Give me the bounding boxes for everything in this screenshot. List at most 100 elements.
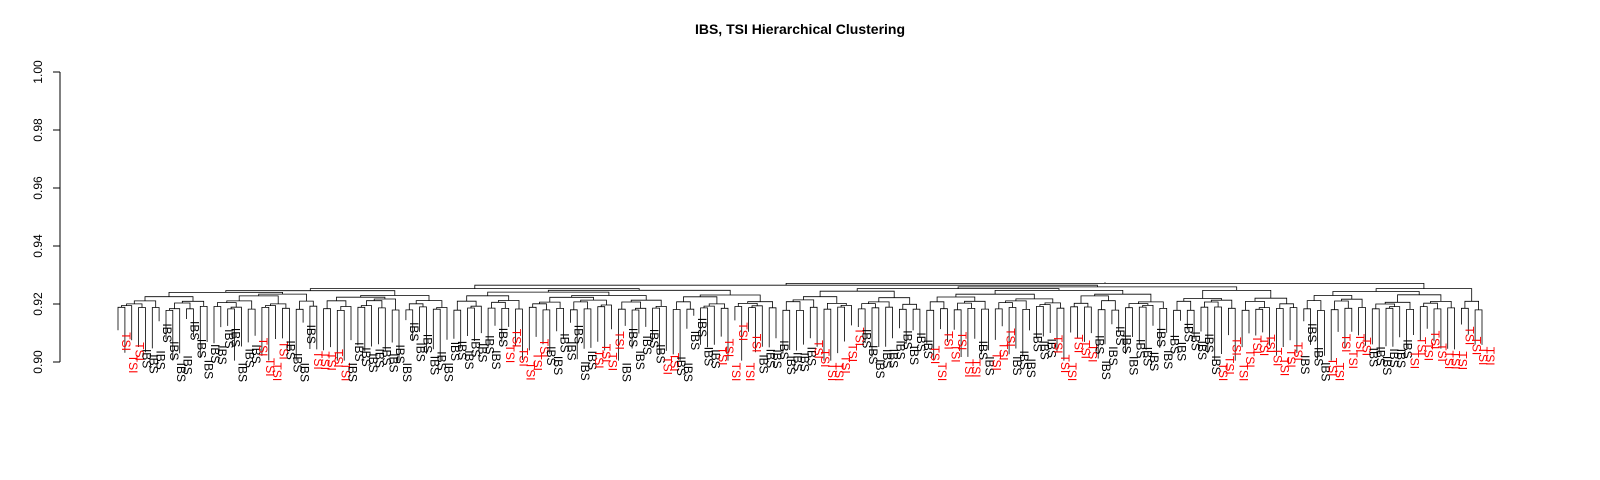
dendrogram-branch bbox=[827, 303, 847, 310]
leaf-label: IBS bbox=[407, 322, 421, 341]
leaf-label: TSI bbox=[1325, 358, 1339, 377]
dendrogram-branch bbox=[885, 306, 893, 347]
leaf-label: IBS bbox=[174, 363, 188, 382]
leaf-label: TSI bbox=[1079, 340, 1093, 359]
leaf-label: IBS bbox=[469, 338, 483, 357]
leaf-label: IBS bbox=[455, 341, 469, 360]
dendrogram-branch bbox=[1330, 309, 1339, 361]
leaf-label: IBS bbox=[146, 354, 160, 373]
leaf-label: IBS bbox=[654, 344, 668, 363]
leaf-label: IBS bbox=[284, 340, 298, 359]
dendrogram-branch bbox=[768, 307, 777, 348]
leaf-label: IBS bbox=[791, 352, 805, 371]
leaf-label: IBS bbox=[1312, 347, 1326, 366]
leaf-label: TSI bbox=[928, 346, 942, 365]
dendrogram-branch bbox=[270, 303, 287, 309]
leaf-label: IBS bbox=[222, 329, 236, 348]
dendrogram-branch bbox=[213, 306, 222, 344]
leaf-label: IBS bbox=[784, 355, 798, 374]
leaf-label: IBS bbox=[1031, 332, 1045, 351]
leaf-label: IBS bbox=[208, 344, 222, 363]
leaf-label: TSI bbox=[1216, 363, 1230, 382]
leaf-label: TSI bbox=[1051, 335, 1065, 354]
leaf-label: TSI bbox=[1462, 327, 1476, 346]
leaf-label: TSI bbox=[736, 322, 750, 341]
dendrogram-tree bbox=[117, 282, 1483, 361]
leaf-label: IBS bbox=[140, 349, 154, 368]
leaf-label: TSI bbox=[750, 334, 764, 353]
leaf-label: IBS bbox=[709, 349, 723, 368]
dendrogram-branch bbox=[528, 306, 537, 351]
leaf-label: TSI bbox=[1346, 350, 1360, 369]
leaf-label: IBS bbox=[1175, 342, 1189, 361]
leaf-label: TSI bbox=[1003, 328, 1017, 347]
dendrogram-branch bbox=[539, 301, 561, 309]
dendrogram-branch bbox=[181, 300, 205, 307]
dendrogram-branch bbox=[323, 308, 331, 351]
dendrogram-branch bbox=[258, 293, 307, 302]
leaf-label: IBS bbox=[756, 354, 770, 373]
leaf-label: IBS bbox=[1318, 362, 1332, 381]
dendrogram-branch bbox=[470, 305, 482, 334]
leaf-label: IBS bbox=[414, 342, 428, 361]
y-tick-label: 0.94 bbox=[31, 234, 45, 258]
leaf-label: IBS bbox=[1188, 331, 1202, 350]
leaf-label: IBS bbox=[290, 353, 304, 372]
dendrogram-branch bbox=[792, 299, 815, 308]
leaf-label: TSI bbox=[1353, 334, 1367, 353]
dendrogram-branch bbox=[1385, 307, 1394, 347]
leaf-label: IBS bbox=[393, 344, 407, 363]
leaf-label: TSI bbox=[715, 347, 729, 366]
leaf-label: IBS bbox=[249, 344, 263, 363]
leaf-label: IBS bbox=[153, 350, 167, 369]
leaf-label: TSI bbox=[1222, 356, 1236, 375]
leaf-label: IBS bbox=[304, 325, 318, 344]
leaf-label: IBS bbox=[1017, 351, 1031, 370]
leaf-label: IBS bbox=[1161, 350, 1175, 369]
leaf-label: IBS bbox=[1092, 335, 1106, 354]
leaf-label: IBS bbox=[1106, 346, 1120, 365]
dendrogram-branch bbox=[340, 306, 352, 341]
dendrogram-branch bbox=[686, 308, 695, 329]
leaf-label: TSI bbox=[332, 349, 346, 368]
leaf-label: IBS bbox=[373, 349, 387, 368]
leaf-label: TSI bbox=[126, 355, 140, 374]
leaf-label: IBS bbox=[873, 359, 887, 378]
leaf-label: IBS bbox=[379, 346, 393, 365]
dendrogram-branch bbox=[1176, 300, 1192, 311]
leaf-label: TSI bbox=[818, 349, 832, 368]
leaf-label: IBS bbox=[921, 339, 935, 358]
leaf-label: TSI bbox=[1243, 349, 1257, 368]
dendrogram-branch bbox=[326, 300, 347, 309]
leaf-label: IBS bbox=[1127, 356, 1141, 375]
leaf-label: TSI bbox=[1250, 335, 1264, 354]
leaf-label: IBS bbox=[976, 341, 990, 360]
leaf-label: IBS bbox=[229, 328, 243, 347]
leaf-label: IBS bbox=[1209, 355, 1223, 374]
leaf-label: IBS bbox=[914, 332, 928, 351]
dendrogram-branch bbox=[299, 300, 314, 310]
leaf-label: IBS bbox=[900, 330, 914, 349]
leaf-label: TSI bbox=[1284, 349, 1298, 368]
dendrogram-branch bbox=[151, 307, 160, 349]
leaf-label: TSI bbox=[311, 351, 325, 370]
leaf-label: IBS bbox=[482, 335, 496, 354]
leaf-label: TSI bbox=[510, 329, 524, 348]
leaf-label: IBS bbox=[1133, 339, 1147, 358]
leaf-label: TSI bbox=[1257, 338, 1271, 357]
dendrogram-branch bbox=[785, 301, 801, 311]
leaf-label: TSI bbox=[729, 363, 743, 382]
dendrogram-branch bbox=[699, 294, 761, 302]
leaf-label: TSI bbox=[1415, 337, 1429, 356]
leaf-label: TSI bbox=[1360, 337, 1374, 356]
leaf-label: IBS bbox=[688, 331, 702, 350]
dendrogram-branch bbox=[226, 300, 253, 310]
dendrogram-branch bbox=[600, 304, 612, 330]
leaf-label: IBS bbox=[441, 363, 455, 382]
leaf-label: TSI bbox=[1339, 334, 1353, 353]
y-tick-label: 0.96 bbox=[31, 176, 45, 200]
leaf-label: IBS bbox=[695, 318, 709, 337]
leaf-label: IBS bbox=[763, 349, 777, 368]
dendrogram-branch bbox=[955, 293, 1035, 299]
leaf-label: IBS bbox=[619, 363, 633, 382]
